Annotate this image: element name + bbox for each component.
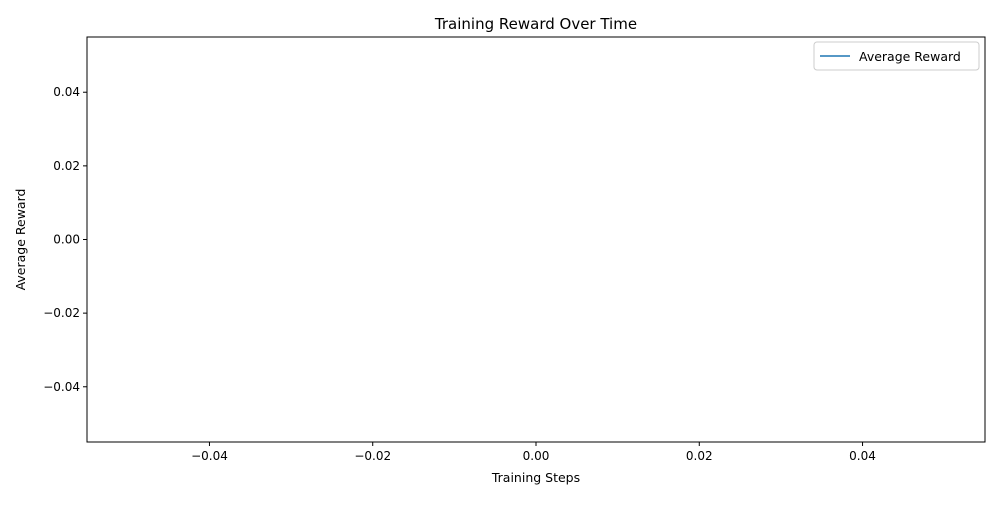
y-tick-label: −0.04: [43, 380, 80, 394]
x-tick-label: 0.00: [523, 449, 550, 463]
y-tick-label: 0.00: [53, 233, 80, 247]
chart-title: Training Reward Over Time: [434, 15, 637, 33]
x-tick-label: −0.02: [354, 449, 391, 463]
x-tick-label: 0.02: [686, 449, 713, 463]
plot-area: [86, 36, 986, 443]
y-tick-label: 0.02: [53, 159, 80, 173]
x-axis-label: Training Steps: [491, 470, 580, 485]
y-axis-ticks: −0.04 −0.02 0.00 0.02 0.04: [43, 85, 87, 394]
legend-box: [813, 41, 980, 71]
y-tick-label: −0.02: [43, 306, 80, 320]
x-tick-label: 0.04: [849, 449, 876, 463]
legend: Average Reward: [813, 41, 980, 71]
legend-label-average-reward: Average Reward: [859, 49, 961, 64]
x-tick-label: −0.04: [191, 449, 228, 463]
x-axis-ticks: −0.04 −0.02 0.00 0.02 0.04: [191, 442, 876, 463]
y-axis-label: Average Reward: [13, 189, 28, 291]
y-tick-label: 0.04: [53, 85, 80, 99]
